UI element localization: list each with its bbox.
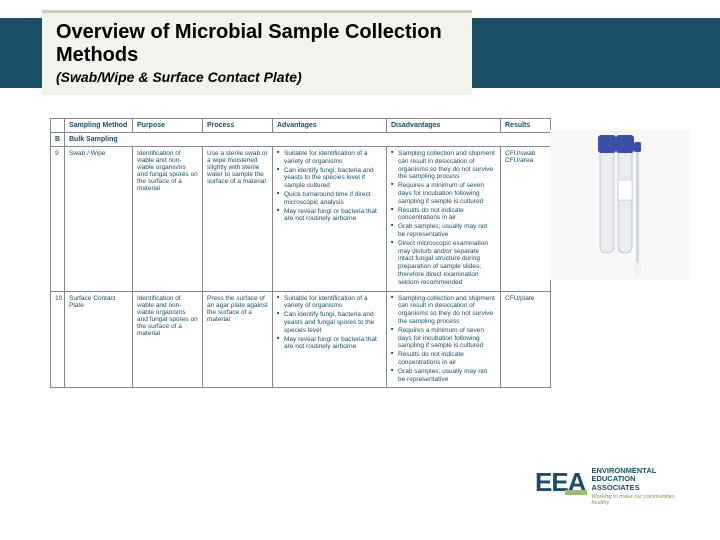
cell: Suitable for identification of a variety… bbox=[273, 291, 387, 388]
list-item: Grab samples; usually may not be represe… bbox=[391, 223, 496, 239]
cell: Suitable for identification of a variety… bbox=[273, 147, 387, 292]
methods-table: Sampling Method Purpose Process Advantag… bbox=[50, 118, 551, 388]
col-header bbox=[51, 119, 65, 133]
col-header: Results bbox=[501, 119, 551, 133]
cell: Sampling collection and shipment can res… bbox=[387, 147, 501, 292]
list-item: Results do not indicate concentrations i… bbox=[391, 351, 496, 367]
list-item: May reveal fungi or bacteria that are no… bbox=[277, 208, 382, 224]
col-header: Purpose bbox=[133, 119, 203, 133]
col-header: Disadvantages bbox=[387, 119, 501, 133]
list-item: Requires a minimum of seven days for inc… bbox=[391, 327, 496, 350]
cell: Identification of viable and non-viable … bbox=[133, 147, 203, 292]
list-item: Requires a minimum of seven days for inc… bbox=[391, 182, 496, 205]
cell: 10 bbox=[51, 291, 65, 388]
logo-text-block: ENVIRONMENTAL EDUCATION ASSOCIATES Worki… bbox=[591, 467, 690, 506]
list-item: Suitable for identification of a variety… bbox=[277, 150, 382, 166]
list-item: May reveal fungi or bacteria that are no… bbox=[277, 336, 382, 352]
cell: Sampling collection and shipment can res… bbox=[387, 291, 501, 388]
section-row: BBulk Sampling bbox=[51, 133, 551, 147]
page-title: Overview of Microbial Sample Collection … bbox=[56, 21, 458, 67]
table-container: Sampling Method Purpose Process Advantag… bbox=[50, 118, 550, 388]
cell: Use a sterile swab or a wipe moistened s… bbox=[203, 147, 273, 292]
list-item: Sampling collection and shipment can res… bbox=[391, 150, 496, 181]
logo-line: ASSOCIATES bbox=[591, 484, 690, 492]
cell: CFU/swab CFU/area bbox=[501, 147, 551, 292]
logo-mark: EEA bbox=[535, 467, 585, 498]
header-card: Overview of Microbial Sample Collection … bbox=[42, 10, 472, 95]
col-header: Advantages bbox=[273, 119, 387, 133]
cell: Bulk Sampling bbox=[65, 133, 551, 147]
cell: Identification of viable and non-viable … bbox=[133, 291, 203, 388]
list-item: Can identify fungi, bacteria and yeasts … bbox=[277, 311, 382, 334]
cell: 9 bbox=[51, 147, 65, 292]
list-item: Direct microscopic examination may distu… bbox=[391, 240, 496, 287]
list-item: Suitable for identification of a variety… bbox=[277, 295, 382, 311]
table-row: 9 Swab / Wipe Identification of viable a… bbox=[51, 147, 551, 292]
cell: B bbox=[51, 133, 65, 147]
list-item: Sampling collection and shipment can res… bbox=[391, 295, 496, 326]
table-row: 10 Surface Contact Plate Identification … bbox=[51, 291, 551, 388]
page-subtitle: (Swab/Wipe & Surface Contact Plate) bbox=[56, 69, 458, 85]
cell: CFU/plate bbox=[501, 291, 551, 388]
logo-tagline: Working to make our communities healthy bbox=[591, 494, 690, 506]
table-header-row: Sampling Method Purpose Process Advantag… bbox=[51, 119, 551, 133]
col-header: Process bbox=[203, 119, 273, 133]
list-item: Results do not indicate concentrations i… bbox=[391, 207, 496, 223]
swab-photo bbox=[550, 130, 690, 280]
cell: Surface Contact Plate bbox=[65, 291, 133, 388]
list-item: Grab samples; usually may not be represe… bbox=[391, 368, 496, 384]
list-item: Can identify fungi, bacteria and yeasts … bbox=[277, 167, 382, 190]
col-header: Sampling Method bbox=[65, 119, 133, 133]
cell: Swab / Wipe bbox=[65, 147, 133, 292]
cell: Press the surface of an agar plate again… bbox=[203, 291, 273, 388]
logo: EEA ENVIRONMENTAL EDUCATION ASSOCIATES W… bbox=[535, 467, 690, 522]
list-item: Quick turnaround time if direct microsco… bbox=[277, 191, 382, 207]
